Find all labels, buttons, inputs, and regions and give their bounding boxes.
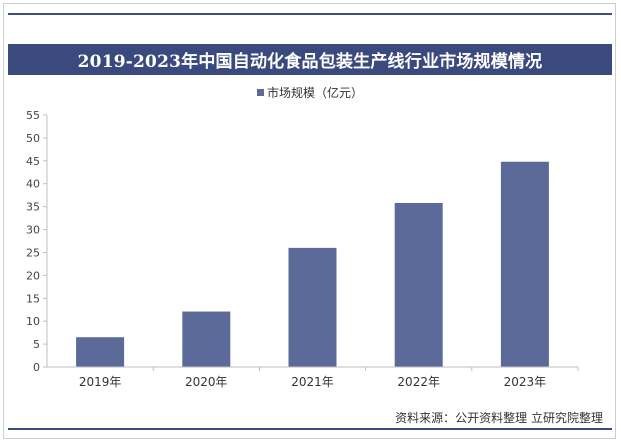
source-note: 资料来源：公开资料整理 立研究院整理 xyxy=(395,411,603,425)
y-tick-label: 40 xyxy=(26,178,40,191)
y-tick-label: 25 xyxy=(26,246,40,259)
x-tick-label: 2019年 xyxy=(79,375,122,389)
title-bar: 2019-2023年中国自动化食品包装生产线行业市场规模情况 xyxy=(8,44,612,75)
legend: 市场规模（亿元） xyxy=(257,85,363,100)
y-tick-label: 35 xyxy=(26,201,40,214)
chart-title: 2019-2023年中国自动化食品包装生产线行业市场规模情况 xyxy=(77,52,543,72)
y-tick-label: 0 xyxy=(33,361,40,374)
top-divider xyxy=(8,13,612,15)
x-tick-label: 2021年 xyxy=(291,375,334,389)
y-tick-label: 50 xyxy=(26,132,40,145)
x-tick-label: 2020年 xyxy=(185,375,228,389)
y-tick-label: 5 xyxy=(33,338,40,351)
x-tick-label: 2023年 xyxy=(504,375,547,389)
bar xyxy=(182,311,231,367)
y-tick-label: 30 xyxy=(26,224,40,237)
bar xyxy=(288,247,337,367)
legend-label: 市场规模（亿元） xyxy=(267,85,363,100)
legend-swatch xyxy=(257,89,264,96)
x-tick-label: 2022年 xyxy=(397,375,440,389)
y-tick-label: 15 xyxy=(26,292,40,305)
y-tick-label: 45 xyxy=(26,155,40,168)
bar xyxy=(76,337,125,367)
bars xyxy=(76,161,549,367)
bar xyxy=(394,202,443,367)
y-tick-label: 10 xyxy=(26,315,40,328)
bar xyxy=(500,161,549,367)
bottom-divider xyxy=(8,428,612,430)
y-tick-label: 20 xyxy=(26,269,40,282)
y-tick-label: 55 xyxy=(26,109,40,122)
y-axis: 0 5 10 15 20 25 30 35 40 45 50 55 xyxy=(26,109,48,374)
x-axis: 2019年 2020年 2021年 2022年 2023年 xyxy=(47,366,579,389)
